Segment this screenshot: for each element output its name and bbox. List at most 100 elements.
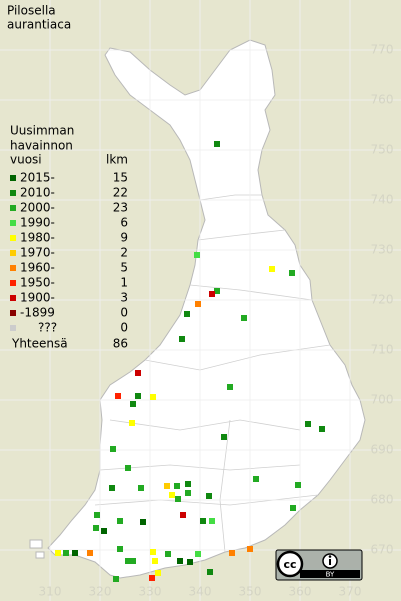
badge-strip — [300, 570, 360, 578]
legend-heading: havainnon — [10, 139, 73, 153]
observation — [177, 558, 183, 564]
observation — [185, 481, 191, 487]
by-text: BY — [326, 571, 335, 579]
legend-swatch — [10, 235, 16, 241]
observation — [214, 288, 220, 294]
legend-label: 1980- — [20, 231, 55, 245]
observation — [221, 434, 227, 440]
total-label: Yhteensä — [11, 337, 68, 351]
observation — [209, 291, 215, 297]
legend-swatch — [10, 310, 16, 316]
x-tick-label: 370 — [339, 585, 362, 599]
license-badge[interactable]: cc BY — [275, 549, 363, 581]
observation — [130, 401, 136, 407]
observation — [184, 311, 190, 317]
observation — [195, 301, 201, 307]
legend-count: 15 — [113, 171, 128, 185]
legend-swatch — [10, 325, 16, 331]
y-tick-label: 730 — [371, 243, 394, 257]
observation — [150, 549, 156, 555]
observation — [109, 485, 115, 491]
y-tick-label: 700 — [371, 393, 394, 407]
observation — [138, 485, 144, 491]
observation — [125, 558, 131, 564]
observation — [164, 483, 170, 489]
observation — [63, 550, 69, 556]
observation — [129, 420, 135, 426]
observation — [55, 550, 61, 556]
cc-text: cc — [283, 558, 296, 571]
observation — [152, 558, 158, 564]
observation — [241, 315, 247, 321]
legend-label: 1960- — [20, 261, 55, 275]
observation — [115, 393, 121, 399]
observation — [150, 394, 156, 400]
aland-islands — [29, 539, 45, 559]
observation — [214, 141, 220, 147]
legend-heading: vuosi — [10, 153, 42, 167]
legend-count: 1 — [120, 276, 128, 290]
legend-swatch — [10, 265, 16, 271]
x-tick-label: 320 — [89, 585, 112, 599]
legend-count: 23 — [113, 201, 128, 215]
cc-icon — [276, 550, 304, 578]
legend-label: -1899 — [20, 306, 55, 320]
x-tick-label: 330 — [139, 585, 162, 599]
observation — [117, 546, 123, 552]
observation — [229, 550, 235, 556]
y-tick-label: 750 — [371, 143, 394, 157]
observation — [209, 518, 215, 524]
observation — [253, 476, 259, 482]
title: aurantiaca — [7, 18, 71, 32]
legend-heading: Uusimman — [10, 124, 74, 138]
x-tick-label: 340 — [189, 585, 212, 599]
by-head — [328, 555, 332, 558]
observation — [94, 512, 100, 518]
observation — [194, 252, 200, 258]
observation — [185, 490, 191, 496]
observation — [175, 496, 181, 502]
legend-label: 2010- — [20, 186, 55, 200]
observation — [180, 512, 186, 518]
observation — [140, 519, 146, 525]
y-tick-label: 680 — [371, 493, 394, 507]
x-tick-label: 350 — [239, 585, 262, 599]
observation — [125, 465, 131, 471]
legend-count: 9 — [120, 231, 128, 245]
legend-count: 22 — [113, 186, 128, 200]
observation — [187, 559, 193, 565]
observation — [113, 576, 119, 582]
observation — [269, 266, 275, 272]
observation — [289, 270, 295, 276]
x-tick-label: 360 — [289, 585, 312, 599]
observation — [295, 482, 301, 488]
legend: 2015- 15 2010- 22 2000- 23 1990- 6 1980- 9 1970- 2 1… — [10, 171, 128, 335]
legend-label: 1900- — [20, 291, 55, 305]
legend-swatch — [10, 250, 16, 256]
legend-swatch — [10, 190, 16, 196]
y-tick-label: 710 — [371, 343, 394, 357]
legend-label: 1950- — [20, 276, 55, 290]
observation — [305, 421, 311, 427]
legend-count: 0 — [120, 321, 128, 335]
observation — [227, 384, 233, 390]
observation — [165, 551, 171, 557]
legend-count: 3 — [120, 291, 128, 305]
observation — [130, 558, 136, 564]
title: Pilosella — [7, 4, 56, 18]
legend-swatch — [10, 220, 16, 226]
observation — [72, 550, 78, 556]
observation — [174, 483, 180, 489]
observation — [195, 551, 201, 557]
observation — [179, 336, 185, 342]
finland-outline — [47, 39, 366, 579]
y-tick-label: 760 — [371, 93, 394, 107]
observation — [206, 493, 212, 499]
observation — [110, 446, 116, 452]
legend-count: 6 — [120, 216, 128, 230]
observation — [87, 550, 93, 556]
legend-label: 1990- — [20, 216, 55, 230]
legend-label: 1970- — [20, 246, 55, 260]
